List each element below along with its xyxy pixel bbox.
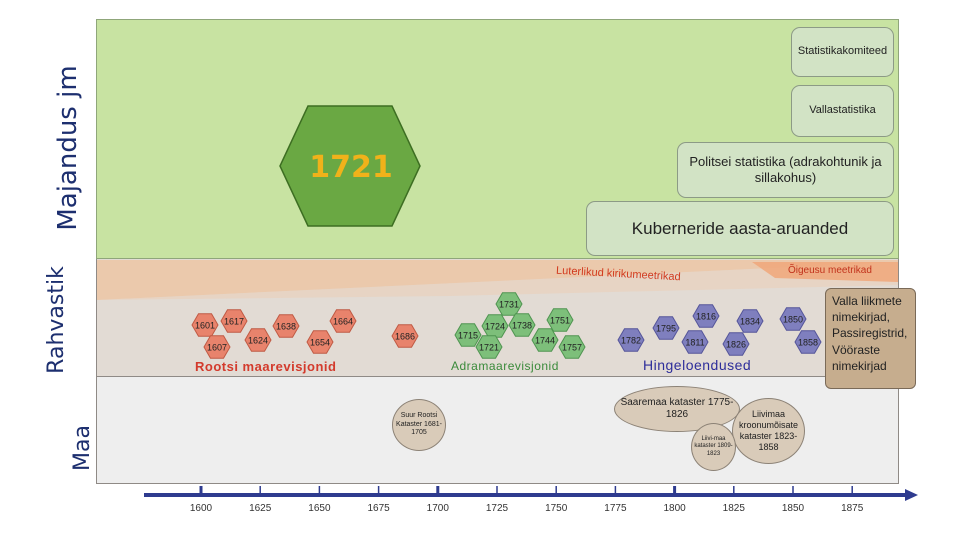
axis-tick-label: 1650 [308,503,331,514]
rootsi-hex-label: 1654 [310,337,330,347]
hinge-hex-label: 1816 [696,311,716,321]
hinge-hex-1826 [722,332,750,356]
highlight-year: 1721 [309,150,393,185]
hinge-hex-label: 1826 [726,339,746,349]
axis-tick-label: 1875 [841,503,864,514]
statistikakomiteed-box: Statistikakomiteed [791,27,894,77]
hinge-hex-label: 1811 [685,337,704,347]
hinge-hex-label: 1834 [740,316,760,326]
adra-hex-1744 [531,328,559,352]
hinge-hex-label: 1782 [621,335,641,345]
rootsi-hex-label: 1601 [195,320,215,330]
adra-hex-label: 1738 [512,320,532,330]
hinge-hex-label: 1795 [656,323,676,333]
hinge-hex-1816 [692,304,720,328]
oigeusu-label: Õigeusu meetrikad [788,265,872,276]
adra-hex-label: 1724 [485,321,505,331]
hinge-hex-1858 [794,330,822,354]
axis-tick-label: 1625 [249,503,272,514]
luterlikud-wedge [97,260,898,300]
hinge-hex-label: 1858 [798,337,818,347]
axis-tick-label: 1750 [545,503,568,514]
adra-hex-label: 1744 [535,335,555,345]
politsei-statistika-box: Politsei statistika (adrakohtunik ja sil… [677,142,894,198]
vallastatistika-box: Vallastatistika [791,85,894,137]
adra-caption: Adramaarevisjonid [451,359,559,373]
big-year-hexagon [279,105,421,227]
axis-tick-label: 1700 [427,503,450,514]
rootsi-hex-label: 1664 [333,316,353,326]
hinge-hex-1782 [617,328,645,352]
adra-hex-label: 1751 [550,315,570,325]
luterlikud-wedge-lower [97,262,898,300]
adra-hex-label: 1757 [562,342,582,352]
rootsi-hex-label: 1686 [395,331,415,341]
rootsi-hex-1638 [272,314,300,338]
adra-hex-label: 1715 [458,330,478,340]
adra-hex-label: 1721 [479,342,499,352]
hinge-hex-label: 1850 [783,314,803,324]
hinge-caption: Hingeloendused [643,357,752,373]
timeline-arrowhead [905,489,918,501]
rootsi-hex-1654 [306,330,334,354]
suur-rootsi-kataster-oval: Suur Rootsi Kataster 1681-1705 [392,399,446,451]
hinge-hex-1834 [736,309,764,333]
adra-hex-1715 [454,323,482,347]
economy-band-label: Majandus jm [53,65,83,231]
rootsi-hex-1664 [329,309,357,333]
hinge-hex-1850 [779,307,807,331]
adra-hex-1757 [558,335,586,359]
liivimaa-1809-oval: Liivi-maa kataster 1809-1823 [691,423,736,471]
rootsi-hex-1607 [203,335,231,359]
adra-hex-1751 [546,308,574,332]
adra-hex-1724 [481,314,509,338]
rootsi-hex-label: 1607 [207,342,227,352]
adra-hex-1738 [508,313,536,337]
kuberneride-aruanded-box: Kuberneride aasta-aruanded [586,201,894,256]
rootsi-hex-label: 1617 [224,316,244,326]
adra-hex-1721 [475,335,503,359]
hinge-hex-1795 [652,316,680,340]
rootsi-hex-label: 1638 [276,321,296,331]
axis-tick-label: 1600 [190,503,213,514]
axis-tick-label: 1775 [604,503,627,514]
liivimaa-kataster-oval: Liivimaa kroonumõisate kataster 1823-185… [732,398,805,464]
axis-tick-label: 1800 [663,503,686,514]
rootsi-hex-1686 [391,324,419,348]
axis-tick-label: 1825 [723,503,746,514]
land-band-label: Maa [70,425,95,471]
adra-hex-label: 1731 [499,299,519,309]
axis-tick-label: 1675 [367,503,390,514]
hinge-hex-1811 [681,330,709,354]
rootsi-hex-1617 [220,309,248,333]
rootsi-caption: Rootsi maarevisjonid [195,359,337,374]
valla-nimekirjad-box: Valla liikmete nimekirjad, Passiregistri… [825,288,916,389]
axis-tick-label: 1725 [486,503,509,514]
population-band-label: Rahvastik [44,266,69,374]
rootsi-hex-1624 [244,328,272,352]
axis-tick-label: 1850 [782,503,805,514]
rootsi-hex-label: 1624 [248,335,268,345]
oigeusu-wedge [752,262,898,282]
